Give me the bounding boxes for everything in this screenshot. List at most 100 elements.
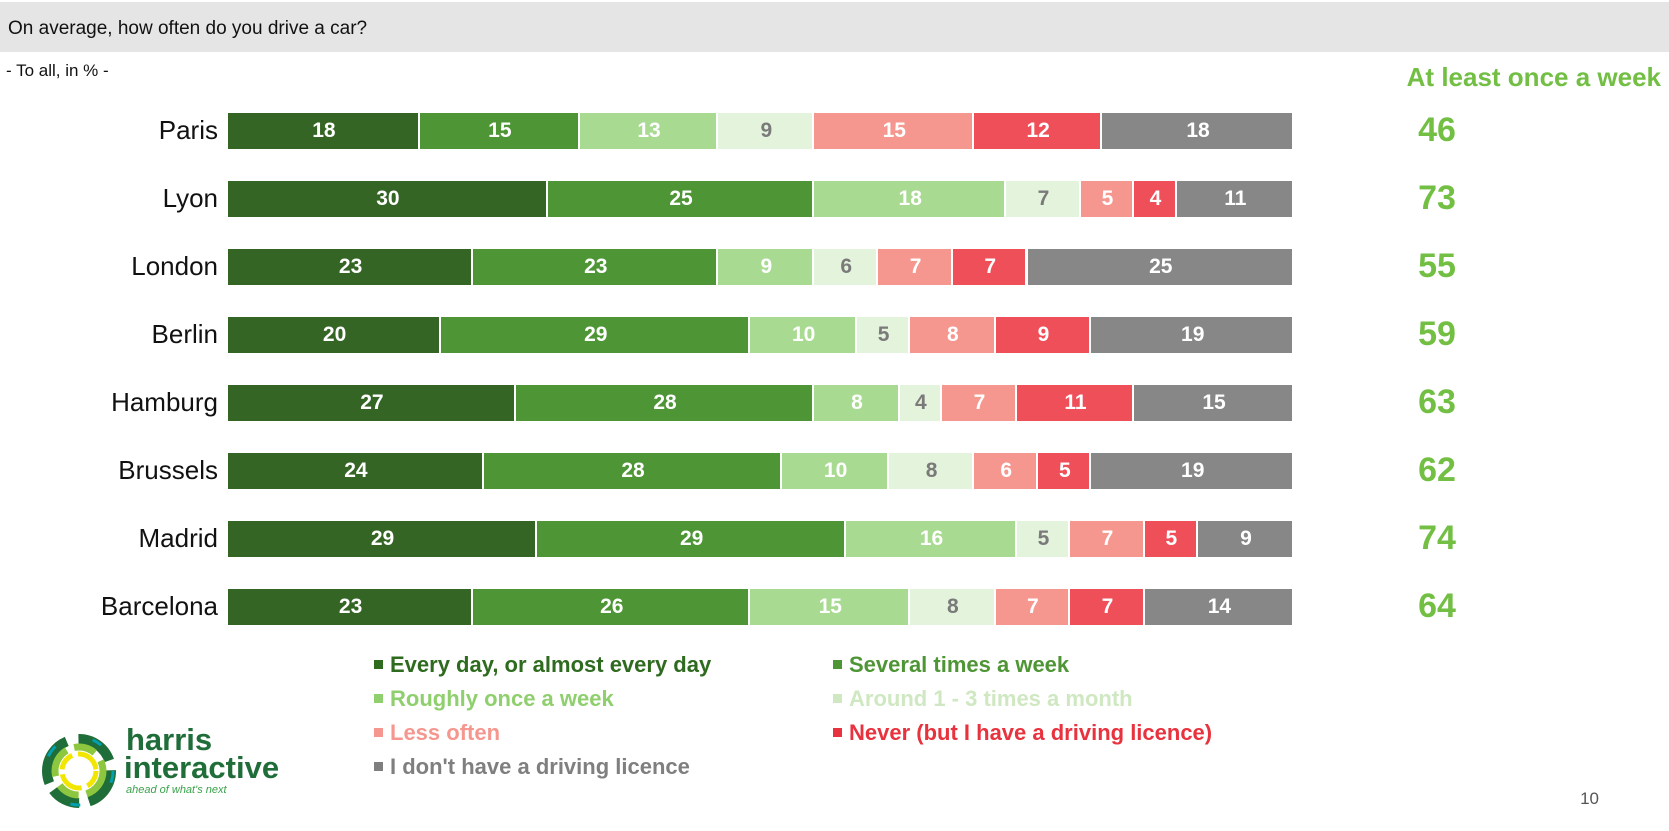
data-label: 16 — [919, 527, 944, 550]
legend-item: Never (but I have a driving licence) — [833, 720, 1212, 746]
legend-swatch — [833, 693, 842, 703]
bar-segment — [483, 453, 783, 489]
bar-segment — [228, 385, 516, 421]
bar-segment — [473, 589, 751, 625]
data-label: 5 — [1037, 527, 1050, 550]
data-label: 18 — [312, 119, 336, 142]
bar-segment — [228, 589, 474, 625]
bar-segment — [1091, 317, 1294, 353]
legend-label: I don't have a driving licence — [390, 754, 690, 779]
at-least-weekly-total: 74 — [1418, 519, 1456, 557]
bar-segment — [1038, 453, 1092, 489]
data-label: 15 — [488, 119, 512, 142]
subtitle: - To all, in % - — [6, 61, 109, 80]
bar-segment — [782, 453, 889, 489]
harris-logo-icon — [42, 734, 116, 808]
logo-text-interactive: interactive — [124, 750, 280, 785]
data-label: 5 — [1058, 459, 1071, 482]
legend-swatch — [833, 727, 842, 737]
data-label: 19 — [1181, 459, 1205, 482]
data-label: 23 — [338, 255, 363, 278]
data-label: 7 — [1101, 595, 1114, 618]
data-label: 14 — [1207, 595, 1232, 618]
data-label: 25 — [1149, 255, 1173, 278]
legend-label: Several times a week — [849, 652, 1070, 677]
data-label: 8 — [925, 459, 938, 482]
legend-label: Never (but I have a driving licence) — [849, 720, 1213, 745]
at-least-weekly-total: 63 — [1418, 383, 1456, 421]
bar-segment — [952, 249, 1028, 285]
summary-column-header: At least once a week — [1406, 62, 1661, 92]
logo-tagline: ahead of what's next — [126, 784, 227, 796]
data-label: 7 — [909, 255, 922, 278]
bar-segment — [899, 385, 943, 421]
data-label: 28 — [621, 459, 645, 482]
bar-segment — [473, 249, 719, 285]
at-least-weekly-total: 46 — [1418, 111, 1456, 149]
bar-segment — [1134, 181, 1177, 217]
legend-swatch — [374, 659, 383, 669]
category-label: London — [131, 251, 218, 281]
bar-segment — [228, 453, 484, 489]
legend-label: Every day, or almost every day — [390, 652, 712, 677]
category-label: Paris — [158, 115, 218, 145]
data-label: 9 — [1240, 527, 1252, 550]
data-label: 23 — [338, 595, 363, 618]
data-label: 9 — [760, 255, 773, 278]
bar-segment — [419, 113, 580, 149]
data-label: 24 — [344, 459, 368, 482]
data-label: 25 — [669, 187, 693, 210]
at-least-weekly-total: 64 — [1418, 587, 1456, 625]
bar-segment — [228, 317, 442, 353]
data-label: 15 — [1202, 391, 1226, 414]
legend-label: Less often — [390, 720, 501, 745]
legend-swatch — [833, 659, 842, 669]
data-label: 29 — [680, 527, 704, 550]
question-text: On average, how often do you drive a car… — [8, 18, 368, 39]
bar-segment — [814, 181, 1007, 217]
bar-segment — [910, 589, 996, 625]
data-label: 7 — [1101, 527, 1114, 550]
data-label: 10 — [791, 323, 816, 346]
data-label: 23 — [584, 255, 608, 278]
bar-segment — [1070, 521, 1145, 557]
legend-item: Less often — [374, 720, 500, 746]
bar-segment — [1144, 589, 1294, 625]
data-label: 19 — [1181, 323, 1205, 346]
legend-swatch — [374, 693, 383, 703]
at-least-weekly-total: 59 — [1418, 315, 1456, 353]
bar-segment — [910, 317, 996, 353]
data-label: 6 — [1000, 459, 1012, 482]
legend-item: Every day, or almost every day — [374, 652, 711, 678]
legend-item: Around 1 - 3 times a month — [833, 686, 1133, 712]
harris-interactive-logo: harris interactive ahead of what's next — [38, 722, 348, 820]
bar-segment — [1016, 521, 1071, 557]
at-least-weekly-total: 55 — [1418, 247, 1456, 285]
data-label: 27 — [360, 391, 384, 414]
data-label: 8 — [947, 595, 959, 618]
legend-swatch — [374, 761, 383, 771]
data-label: 7 — [1037, 187, 1050, 210]
category-label: Brussels — [118, 455, 218, 485]
data-label: 5 — [1101, 187, 1114, 210]
bar-segment — [1198, 521, 1294, 557]
at-least-weekly-total: 62 — [1418, 451, 1456, 489]
bar-segment — [995, 589, 1071, 625]
bar-segment — [814, 385, 900, 421]
bar-segment — [1134, 385, 1294, 421]
page-number: 10 — [1580, 789, 1599, 808]
bar-segment — [1144, 521, 1199, 557]
bar-segment — [718, 249, 815, 285]
bar-segment — [878, 249, 953, 285]
data-label: 7 — [1026, 595, 1039, 618]
data-label: 10 — [823, 459, 848, 482]
bar-segment — [750, 317, 857, 353]
category-label: Madrid — [138, 523, 218, 553]
legend-item: I don't have a driving licence — [374, 754, 690, 780]
category-label: Lyon — [162, 183, 218, 213]
data-label: 26 — [600, 595, 624, 618]
data-label: 11 — [1064, 391, 1087, 414]
bar-segment — [1016, 385, 1135, 421]
legend-label: Around 1 - 3 times a month — [849, 686, 1133, 711]
bar-segment — [814, 249, 879, 285]
